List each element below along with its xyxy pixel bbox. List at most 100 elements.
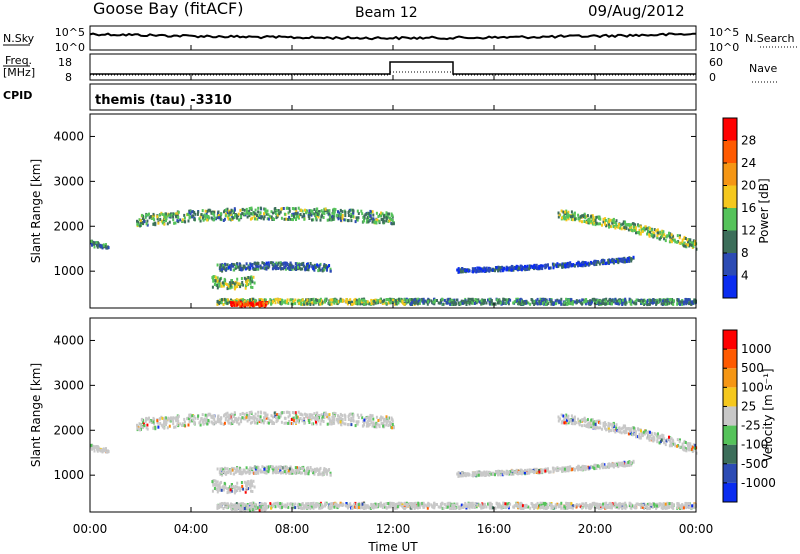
power-cell — [563, 217, 566, 221]
power-cell — [284, 301, 287, 305]
velocity-cell — [363, 418, 366, 422]
power-cell — [548, 298, 551, 302]
velocity-cell — [563, 467, 566, 471]
velocity-cell — [466, 472, 469, 476]
velocity-cell — [187, 423, 190, 427]
power-cell — [650, 232, 653, 236]
velocity-cell — [303, 421, 306, 425]
power-cell — [300, 262, 303, 266]
power-cell — [363, 214, 366, 218]
velocity-cell — [297, 410, 300, 414]
power-cell — [424, 299, 427, 303]
velocity-cell — [339, 412, 342, 416]
power-cell — [520, 303, 523, 306]
velocity-cell — [216, 488, 219, 491]
power-cell — [288, 207, 291, 211]
velocity-cell — [368, 415, 370, 419]
power-cell — [583, 219, 586, 223]
power-cell — [659, 298, 662, 302]
power-cell — [539, 302, 542, 306]
power-cell — [319, 268, 322, 272]
power-cell — [563, 214, 566, 218]
power-cell — [596, 260, 599, 264]
power-cell — [107, 246, 110, 250]
power-cell — [211, 285, 214, 289]
power-cell — [139, 219, 142, 223]
velocity-cell — [538, 470, 541, 474]
velocity-cell — [510, 472, 513, 476]
power-cell — [315, 298, 317, 302]
power-cell — [228, 217, 231, 221]
velocity-cell — [520, 472, 523, 476]
power-cell — [296, 299, 299, 303]
velocity-cell — [540, 470, 543, 474]
power-cell — [668, 240, 671, 244]
power-cell — [432, 300, 435, 304]
power-cell — [501, 265, 503, 269]
power-cell — [565, 297, 568, 301]
velocity-cell — [607, 462, 610, 466]
velocity-cell — [288, 411, 291, 415]
velocity-cell — [686, 442, 689, 446]
power-cell — [598, 301, 601, 305]
velocity-cell — [634, 427, 637, 431]
velocity-cell — [283, 421, 286, 425]
power-cell — [268, 214, 271, 218]
velocity-cell — [640, 431, 643, 435]
velocity-cell — [515, 469, 518, 473]
power-cell — [303, 217, 306, 221]
power-cell — [331, 215, 334, 218]
power-cell — [555, 302, 557, 306]
power-cell — [142, 222, 145, 226]
power-cell — [233, 299, 236, 303]
power-cell — [233, 282, 236, 286]
velocity-cell — [611, 423, 614, 427]
power-cell — [315, 301, 318, 305]
velocity-cell — [664, 443, 667, 447]
power-cell — [175, 214, 177, 218]
velocity-cell — [265, 414, 268, 418]
velocity-cell — [210, 420, 213, 424]
velocity-cell — [562, 466, 565, 470]
velocity-cell — [276, 417, 279, 421]
power-cell — [592, 216, 595, 220]
power-cell — [293, 267, 296, 271]
velocity-cell — [528, 471, 531, 475]
power-cell — [191, 210, 194, 214]
velocity-cell — [145, 426, 148, 430]
velocity-cell — [269, 502, 272, 506]
velocity-cell — [279, 465, 282, 469]
power-cell — [283, 300, 286, 304]
velocity-cell — [326, 472, 328, 476]
velocity-cell — [313, 416, 316, 420]
power-cell — [562, 302, 565, 306]
power-cell — [375, 220, 378, 224]
velocity-cell — [294, 466, 297, 470]
velocity-cell — [250, 479, 253, 483]
velocity-cell — [583, 416, 586, 420]
power-cell — [260, 216, 263, 220]
power-ytick-label: 1000 — [53, 264, 84, 278]
power-cell — [289, 265, 292, 268]
velocity-cell — [312, 506, 315, 510]
power-cell — [583, 212, 586, 216]
power-cell — [287, 217, 290, 221]
power-cell — [149, 215, 152, 219]
velocity-cell — [231, 413, 234, 417]
velocity-cell — [183, 420, 186, 424]
power-cell — [301, 267, 304, 271]
velocity-cell — [357, 416, 360, 419]
power-cell — [227, 217, 230, 221]
power-cell — [363, 216, 366, 220]
power-cell — [208, 208, 211, 212]
power-cell — [247, 211, 250, 215]
power-cell — [681, 241, 683, 245]
velocity-cell — [336, 418, 339, 421]
power-cell — [506, 298, 508, 302]
velocity-cell — [295, 472, 297, 475]
velocity-cell — [577, 468, 579, 472]
power-cell — [311, 209, 314, 213]
power-cell — [243, 212, 246, 216]
power-cell — [566, 298, 569, 302]
power-cell — [249, 304, 251, 308]
